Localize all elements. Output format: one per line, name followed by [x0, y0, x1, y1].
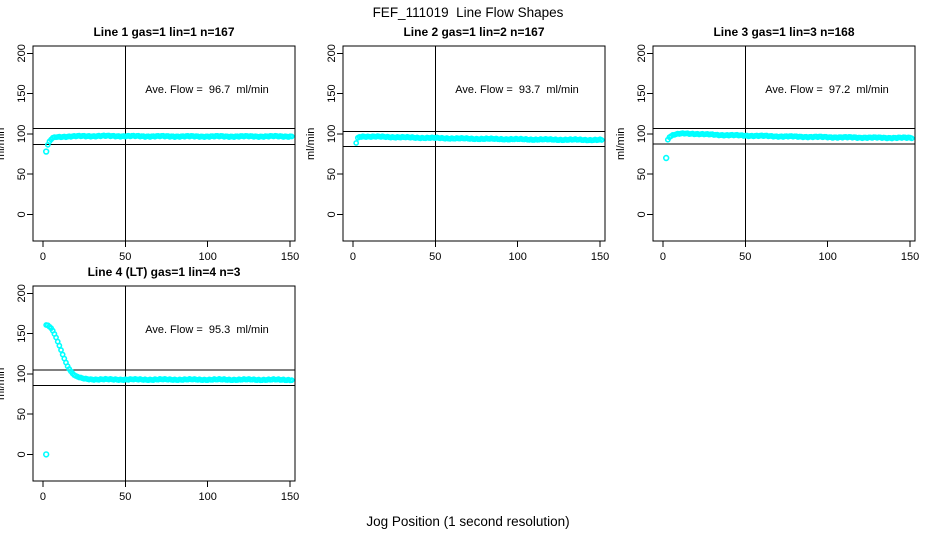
panel-line-3: 0 50 100 150 0 50 100 150 200 Line 3 gas=1 lin=3…	[613, 18, 929, 277]
panel-line-2-ave-flow-label: Ave. Flow = 93.7 ml/min	[455, 84, 579, 96]
panel-line-3-ave-flow-label: Ave. Flow = 97.2 ml/min	[765, 84, 889, 96]
x-axis-tick-label: 100	[198, 491, 216, 503]
x-axis-tick-label: 0	[40, 491, 46, 503]
y-axis-tick-label: 0	[16, 451, 28, 457]
x-axis-tick-label: 150	[281, 251, 299, 263]
panel-line-4-ave-flow-label: Ave. Flow = 95.3 ml/min	[145, 324, 269, 336]
data-point	[353, 140, 360, 146]
y-axis-tick-label: 150	[16, 324, 28, 342]
x-axis-tick-label: 50	[119, 251, 131, 263]
y-axis-tick-label: 0	[16, 211, 28, 217]
data-point	[288, 133, 295, 140]
shared-x-axis-label: Jog Position (1 second resolution)	[366, 514, 570, 529]
y-axis-tick-label: 150	[16, 84, 28, 102]
x-axis-tick-label: 0	[660, 251, 666, 263]
x-axis-tick-label: 100	[198, 251, 216, 263]
x-axis-tick-label: 0	[40, 251, 46, 263]
panel-line-3-ylabel: ml/min	[615, 127, 627, 160]
data-point	[908, 135, 915, 142]
panel-line-1-title: Line 1 gas=1 lin=1 n=167	[93, 25, 235, 39]
y-axis-tick-label: 200	[636, 44, 648, 62]
x-axis-tick-label: 150	[901, 251, 919, 263]
y-axis-tick-label: 50	[16, 408, 28, 420]
panel-line-2-ylabel: ml/min	[305, 127, 317, 160]
y-axis-tick-label: 150	[636, 84, 648, 102]
panel-line-3-title: Line 3 gas=1 lin=3 n=168	[713, 25, 855, 39]
panel-line-4-plot: 0 50 100 150 0 50 100 150 200	[16, 284, 299, 503]
y-axis-tick-label: 100	[636, 125, 648, 143]
y-axis-tick-label: 0	[636, 211, 648, 217]
y-axis-tick-label: 200	[326, 44, 338, 62]
outlier-data-point	[42, 148, 50, 155]
y-axis-tick-label: 200	[16, 284, 28, 302]
outlier-data-point	[662, 154, 670, 162]
plot-border	[32, 285, 296, 482]
data-point	[288, 377, 295, 384]
x-axis-tick-label: 50	[119, 491, 131, 503]
panel-line-4-ylabel: ml/min	[0, 367, 7, 400]
panel-line-2-plot: 0 50 100 150 0 50 100 150 200	[326, 44, 609, 263]
y-axis-tick-label: 100	[16, 125, 28, 143]
panel-line-2-title: Line 2 gas=1 lin=2 n=167	[403, 25, 545, 39]
panel-line-1-ave-flow-label: Ave. Flow = 96.7 ml/min	[145, 84, 269, 96]
x-axis-tick-label: 50	[739, 251, 751, 263]
x-axis-tick-label: 0	[350, 251, 356, 263]
y-axis-tick-label: 50	[326, 168, 338, 180]
panel-line-2: 0 50 100 150 0 50 100 150 200 Line 2 gas=1 lin=2…	[303, 18, 619, 277]
y-axis-tick-label: 150	[326, 84, 338, 102]
plot-border	[32, 45, 296, 242]
y-axis-tick-label: 0	[326, 211, 338, 217]
x-axis-tick-label: 50	[429, 251, 441, 263]
panel-line-4: 0 50 100 150 0 50 100 150 200 Line 4 (LT) gas=1 …	[0, 258, 309, 517]
data-point	[58, 347, 64, 353]
outlier-data-point	[42, 451, 50, 458]
y-axis-tick-label: 50	[636, 168, 648, 180]
panel-line-4-title: Line 4 (LT) gas=1 lin=4 n=3	[87, 265, 241, 279]
y-axis-tick-label: 50	[16, 168, 28, 180]
plot-border	[342, 45, 606, 242]
x-axis-tick-label: 150	[591, 251, 609, 263]
y-axis-tick-label: 200	[16, 44, 28, 62]
data-point	[598, 137, 605, 143]
y-axis-tick-label: 100	[326, 125, 338, 143]
panel-line-1-plot: 0 50 100 150 0 50 100 150 200	[16, 44, 299, 263]
x-axis-tick-label: 100	[818, 251, 836, 263]
panel-line-1: 0 50 100 150 0 50 100 150 200 Line 1 gas=1 lin=1…	[0, 18, 309, 277]
panel-line-3-plot: 0 50 100 150 0 50 100 150 200	[636, 44, 919, 263]
x-axis-tick-label: 150	[281, 491, 299, 503]
figure-title: FEF_111019 Line Flow Shapes	[372, 5, 564, 20]
panel-line-1-ylabel: ml/min	[0, 127, 7, 160]
x-axis-tick-label: 100	[508, 251, 526, 263]
y-axis-tick-label: 100	[16, 365, 28, 383]
